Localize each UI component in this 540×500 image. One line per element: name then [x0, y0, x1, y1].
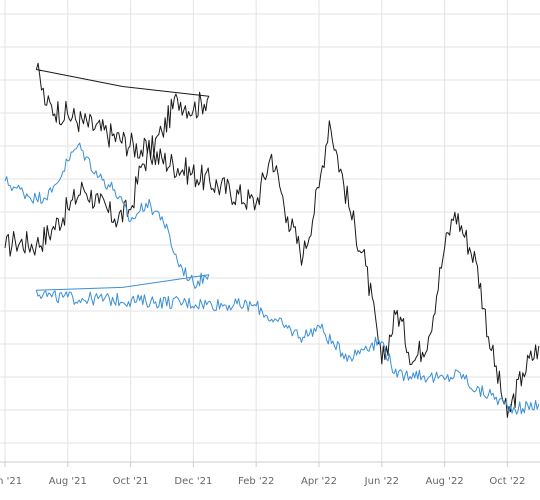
series-1-point [490, 349, 493, 352]
series-1-point [328, 119, 331, 122]
series-1-point [4, 246, 7, 249]
x-tick-label: Feb '22 [238, 476, 274, 487]
series-2-point [506, 405, 509, 408]
series-1-point [443, 246, 446, 249]
series-1-point [113, 217, 116, 220]
x-tick-label: Dec '21 [174, 476, 212, 487]
series-2-point [349, 356, 352, 359]
series-2-point [14, 186, 17, 189]
series-2-point [427, 376, 430, 379]
series-2-point [443, 378, 446, 381]
series-1-point [14, 240, 17, 243]
series-2-point [459, 371, 462, 374]
series-1-point [396, 309, 399, 312]
series-2-point [145, 202, 148, 205]
series-1-point [35, 243, 38, 246]
series-2-point [176, 260, 179, 263]
series-2-point [192, 282, 195, 285]
series-1-point [318, 186, 321, 189]
series-1-point [302, 255, 305, 258]
series-layer [4, 62, 540, 419]
series-2-point [4, 180, 7, 183]
x-tick-label: Jun '21 [0, 476, 22, 487]
series-2-point [333, 345, 336, 348]
series-2-point [396, 376, 399, 379]
series-2-point [35, 197, 38, 200]
series-2-point [50, 296, 53, 299]
series-1-point [255, 202, 258, 205]
series-2-point [364, 345, 367, 348]
series-2-point [66, 159, 69, 162]
series-1-point [129, 208, 132, 211]
series-2-point [475, 389, 478, 392]
x-axis: Jun '21 Aug '21 Oct '21 Dec '21 Feb '22 Apr '… [0, 461, 540, 487]
series-2-point [207, 273, 210, 276]
x-tick-label: Jun '22 [364, 476, 399, 487]
x-tick-label: Oct '22 [489, 476, 525, 487]
series-1-point [521, 371, 524, 374]
series-1-point [192, 108, 195, 111]
series-1-point [412, 360, 415, 363]
series-1-point [427, 336, 430, 339]
series-2-point [318, 325, 321, 328]
series-1-point [66, 207, 69, 210]
series-1-point [82, 186, 85, 189]
series-2-point [50, 191, 53, 194]
series-line-1 [4, 62, 540, 418]
vertical-gridlines [4, 0, 508, 462]
series-2-point [412, 371, 415, 374]
series-1-point [380, 362, 383, 365]
series-1-point [176, 97, 179, 100]
series-1-point [506, 416, 509, 419]
series-2-point [35, 289, 38, 292]
x-tick-label: Oct '21 [113, 476, 149, 487]
series-2-point [255, 304, 258, 307]
series-1-point [35, 68, 38, 71]
series-2-point [129, 220, 132, 223]
series-line-2 [4, 142, 540, 415]
series-1-point [45, 104, 48, 107]
series-2-point [286, 327, 289, 330]
series-1-point [98, 202, 101, 205]
series-2-point [270, 318, 273, 321]
horizontal-gridlines [0, 13, 540, 444]
series-2-point [77, 144, 80, 147]
series-1-point [475, 260, 478, 263]
series-2-point [113, 188, 116, 191]
series-2-point [161, 215, 164, 218]
series-2-point [490, 394, 493, 397]
series-1-point [349, 211, 352, 214]
series-1-point [50, 229, 53, 232]
x-tick-label: Aug '21 [49, 476, 87, 487]
series-1-point [286, 215, 289, 218]
series-1-point [139, 166, 142, 169]
series-1-point [453, 211, 456, 214]
series-2-point [521, 407, 524, 410]
series-2-point [302, 336, 305, 339]
series-1-point [270, 153, 273, 156]
series-1-point [207, 95, 210, 98]
x-tick-label: Apr '22 [301, 476, 337, 487]
series-1-point [364, 264, 367, 267]
series-1-point [161, 131, 164, 134]
series-2-point [98, 175, 101, 178]
series-2-point [380, 340, 383, 343]
x-tick-label: Aug '22 [426, 476, 464, 487]
